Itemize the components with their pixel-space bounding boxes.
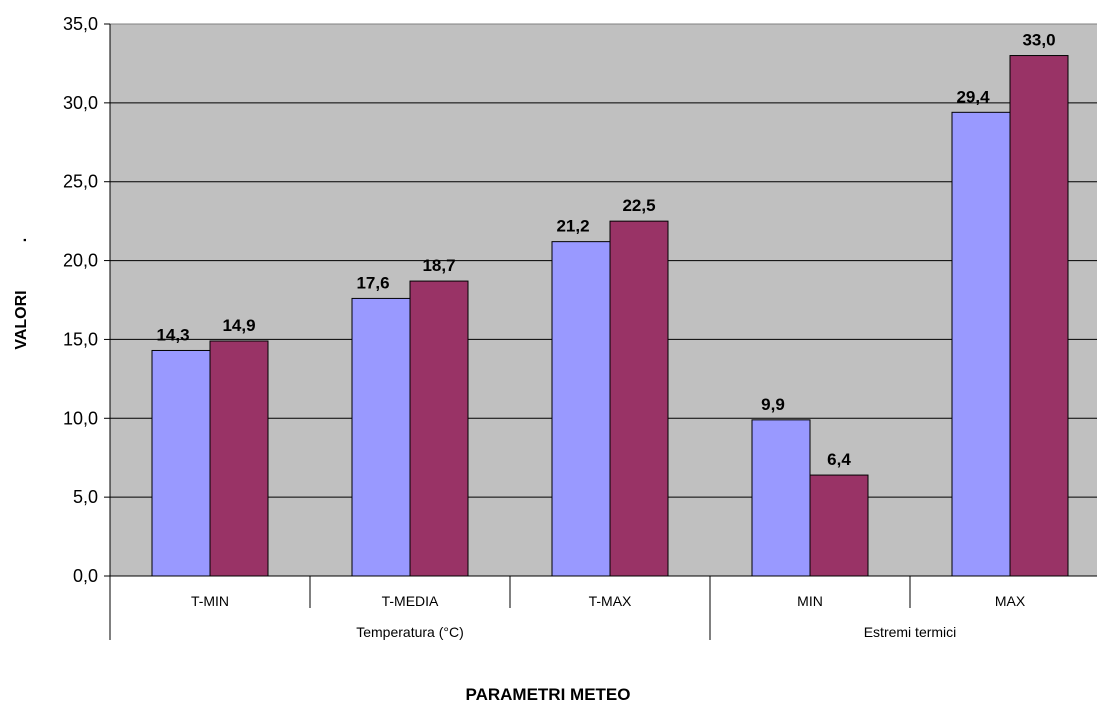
data-label: 18,7 bbox=[422, 256, 455, 275]
data-labels: 14,3 17,6 21,2 9,9 29,4 14,9 18,7 22,5 6,4 33,0 bbox=[156, 31, 1055, 470]
bar bbox=[409, 280, 469, 577]
y-tick-label: 25,0 bbox=[63, 172, 98, 192]
bar bbox=[609, 220, 669, 577]
category-label: T-MIN bbox=[191, 593, 229, 609]
y-axis-ticks: 0,0 5,0 10,0 15,0 20,0 25,0 30,0 35,0 bbox=[63, 14, 111, 586]
data-label: 6,4 bbox=[827, 450, 851, 469]
y-axis-title-mark: . bbox=[13, 238, 30, 242]
x-axis-title: PARAMETRI METEO bbox=[466, 685, 631, 704]
bar bbox=[951, 111, 1011, 577]
bar bbox=[351, 297, 411, 577]
group-label: Temperatura (°C) bbox=[356, 624, 464, 640]
bar bbox=[551, 241, 611, 577]
bar bbox=[751, 419, 811, 577]
category-label: T-MAX bbox=[589, 593, 632, 609]
x-axis: T-MIN T-MEDIA T-MAX MIN MAX Temperatura (°C) E… bbox=[109, 575, 1097, 640]
data-label: 21,2 bbox=[556, 217, 589, 236]
bars bbox=[151, 55, 1069, 577]
category-label: MIN bbox=[797, 593, 823, 609]
bar bbox=[1009, 55, 1069, 577]
data-label: 17,6 bbox=[356, 273, 389, 292]
y-tick-label: 5,0 bbox=[73, 487, 98, 507]
data-label: 9,9 bbox=[761, 395, 785, 414]
data-label: 22,5 bbox=[622, 196, 655, 215]
category-label: T-MEDIA bbox=[382, 593, 439, 609]
y-tick-label: 35,0 bbox=[63, 14, 98, 34]
data-label: 29,4 bbox=[956, 87, 990, 106]
group-label: Estremi termici bbox=[864, 624, 957, 640]
y-tick-label: 20,0 bbox=[63, 251, 98, 271]
y-tick-label: 15,0 bbox=[63, 329, 98, 349]
data-label: 33,0 bbox=[1022, 31, 1055, 50]
y-tick-label: 10,0 bbox=[63, 408, 98, 428]
y-axis-title: VALORI bbox=[13, 290, 30, 349]
data-label: 14,9 bbox=[222, 316, 255, 335]
data-label: 14,3 bbox=[156, 325, 189, 344]
category-label: MAX bbox=[995, 593, 1026, 609]
bar bbox=[209, 340, 269, 577]
bar bbox=[151, 349, 211, 577]
bar bbox=[809, 474, 869, 577]
y-tick-label: 30,0 bbox=[63, 93, 98, 113]
y-tick-label: 0,0 bbox=[73, 566, 98, 586]
